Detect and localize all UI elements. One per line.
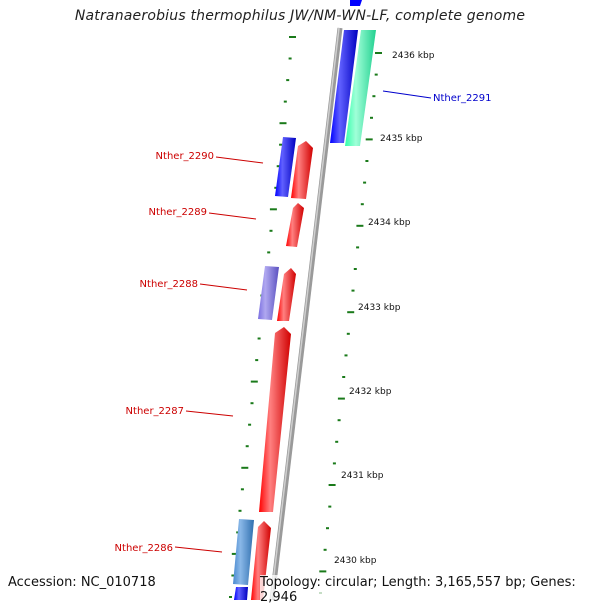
gene-nther-2286-red <box>251 521 271 600</box>
gene-nther-2286-steel <box>233 519 254 585</box>
tick-mark <box>365 160 369 162</box>
gene-nther-2288-violet <box>258 266 279 320</box>
gene-nther-2288-red <box>277 268 296 321</box>
scale-label-2436: 2436 kbp <box>392 51 435 61</box>
tick-mark <box>279 122 287 125</box>
gene-label-nther-2288: Nther_2288 <box>140 279 198 290</box>
tick-mark <box>319 570 327 573</box>
tick-mark <box>269 229 273 232</box>
tick-mark <box>231 574 235 577</box>
tick-mark <box>328 505 332 508</box>
scale-label-2435: 2435 kbp <box>380 134 423 144</box>
tick-mark <box>250 380 258 383</box>
accession-text: Accession: NC_010718 <box>8 575 156 590</box>
tick-mark <box>238 509 242 512</box>
gene-nther-2291-green <box>345 30 376 146</box>
tick-mark <box>342 376 346 378</box>
tick-mark <box>335 440 339 443</box>
tick-mark <box>245 445 249 448</box>
scale-labels: 2436 kbp 2435 kbp 2434 kbp 2433 kbp 2432… <box>334 51 435 566</box>
map-title: Natranaerobius thermophilus JW/NM-WN-LF,… <box>74 8 526 24</box>
gene-labels: Nther_2291 Nther_2290 Nther_2289 Nther_2… <box>115 93 492 554</box>
scale-label-2432: 2432 kbp <box>349 387 392 397</box>
gene-nther-2291-blue <box>330 30 358 143</box>
tick-mark <box>337 397 345 400</box>
tick-mark <box>231 552 239 555</box>
tick-mark <box>276 165 280 168</box>
tick-mark <box>374 73 378 76</box>
tick-mark <box>248 423 252 426</box>
tick-mark <box>370 116 373 119</box>
genome-backbone-highlight <box>270 27 340 600</box>
tick-mark <box>363 181 367 184</box>
gene-nther-2290-blue <box>275 137 296 197</box>
tick-mark <box>356 224 364 227</box>
scale-label-2433: 2433 kbp <box>358 303 401 313</box>
tick-mark <box>360 203 364 206</box>
tick-mark <box>283 100 287 103</box>
gene-label-nther-2287: Nther_2287 <box>126 406 184 417</box>
scale-label-2434: 2434 kbp <box>368 218 411 228</box>
gene-nther-2289-red <box>286 203 304 247</box>
tick-mark <box>346 332 350 335</box>
tick-mark <box>351 289 355 292</box>
tick-mark <box>356 246 360 249</box>
tick-mark <box>353 268 357 270</box>
tick-mark <box>328 484 336 486</box>
tick-mark <box>286 79 290 82</box>
tick-mark <box>289 36 296 38</box>
partial-gene-top <box>350 0 362 6</box>
tick-mark <box>250 402 254 405</box>
gene-nther-2290-red <box>291 141 313 199</box>
tick-marks <box>229 36 382 598</box>
tick-mark <box>337 419 341 422</box>
tick-mark <box>344 354 348 357</box>
tick-mark <box>269 208 277 211</box>
tick-mark <box>274 186 278 189</box>
tick-mark <box>326 527 329 530</box>
tick-mark <box>332 462 336 465</box>
tick-mark <box>375 52 382 54</box>
gene-label-nther-2289: Nther_2289 <box>149 207 207 218</box>
scale-label-2430: 2430 kbp <box>334 556 377 566</box>
tick-mark <box>267 251 271 254</box>
gene-label-nther-2286: Nther_2286 <box>115 543 173 554</box>
tick-mark <box>229 596 232 598</box>
gene-nther-2287-red <box>259 327 291 512</box>
genome-backbone <box>269 27 343 600</box>
gene-label-nther-2290: Nther_2290 <box>156 151 214 162</box>
tick-mark <box>241 466 249 469</box>
tick-mark <box>257 337 261 340</box>
label-leaders <box>174 90 432 553</box>
gene-label-nther-2291: Nther_2291 <box>433 93 491 104</box>
tick-mark <box>236 531 240 534</box>
tick-mark <box>365 138 373 141</box>
topology-text: Topology: circular; Length: 3,165,557 bp… <box>260 575 600 605</box>
tick-mark <box>288 57 292 60</box>
tick-mark <box>347 311 355 314</box>
tick-mark <box>372 95 376 98</box>
tick-mark <box>323 548 327 551</box>
tick-mark <box>240 488 244 491</box>
scale-label-2431: 2431 kbp <box>341 471 384 481</box>
tick-mark <box>255 359 259 362</box>
gene-bottom-blue <box>234 587 248 600</box>
tick-mark <box>279 143 283 146</box>
